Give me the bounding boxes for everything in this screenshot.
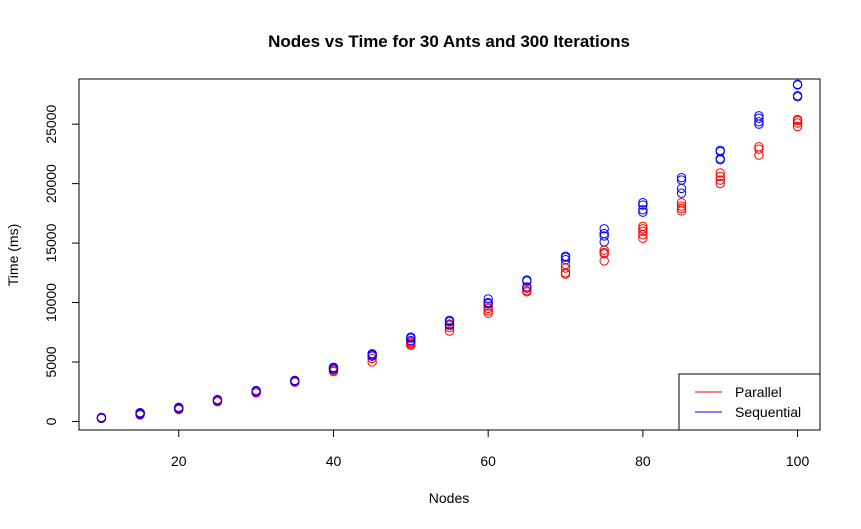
point-sequential [638,197,648,208]
point-parallel [715,175,725,185]
y-axis-label: Time (ms) [5,224,21,286]
y-tick-label: 20000 [43,164,59,203]
point-sequential [560,255,571,265]
legend: Parallel Sequential [678,373,821,431]
point-sequential [135,408,145,418]
point-sequential [406,332,416,342]
legend-box [678,373,821,431]
point-sequential [212,395,223,405]
point-sequential [599,228,609,239]
point-sequential [328,362,339,373]
point-sequential [676,175,687,185]
point-sequential [599,231,609,241]
point-parallel [754,144,764,154]
y-tick-label: 0 [43,417,59,425]
data-points [96,79,803,424]
y-tick-label: 15000 [43,223,59,262]
point-sequential [715,145,725,156]
point-sequential [522,275,532,285]
point-parallel [599,247,609,258]
point-sequential [444,320,455,330]
x-tick-label: 40 [326,453,342,469]
y-tick-label: 5000 [43,346,59,377]
y-tick-label: 25000 [43,105,59,144]
x-tick-label: 80 [635,453,651,469]
point-parallel [676,197,687,208]
point-parallel [638,221,648,232]
point-sequential [638,205,648,215]
point-sequential [560,251,571,261]
point-sequential [754,117,764,127]
point-parallel [638,224,648,234]
point-sequential [96,412,107,423]
x-axis-label: Nodes [429,490,469,506]
point-sequential [444,315,455,326]
series-sequential [96,79,803,423]
point-sequential [638,207,648,217]
point-parallel [792,121,803,132]
point-parallel [444,322,455,333]
point-parallel [367,353,377,364]
point-parallel [792,118,803,128]
y-tick-label: 10000 [43,283,59,322]
point-sequential [638,200,648,210]
point-parallel [483,301,493,311]
point-parallel [483,303,493,314]
point-sequential [367,348,377,359]
x-tick-label: 100 [786,453,810,469]
point-sequential [483,294,493,304]
legend-label-parallel: Parallel [735,384,782,400]
y-axis: 0 5000 10000 15000 20000 25000 [43,105,80,425]
point-sequential [792,90,803,101]
point-parallel [483,308,493,318]
point-parallel [522,285,532,296]
point-sequential [406,335,416,346]
x-tick-label: 60 [480,453,496,469]
point-parallel [638,226,648,236]
point-parallel [676,201,687,211]
point-sequential [522,282,532,292]
point-sequential [754,113,764,123]
point-sequential [174,403,184,413]
point-parallel [444,326,455,336]
legend-label-sequential: Sequential [735,404,801,420]
point-sequential [251,385,261,396]
point-parallel [792,114,803,125]
point-parallel [638,233,648,244]
point-parallel [715,168,725,178]
point-sequential [290,375,300,386]
point-parallel [754,142,764,152]
x-tick-label: 20 [171,453,187,469]
point-sequential [754,111,764,121]
point-sequential [599,224,609,234]
point-parallel [715,178,725,189]
point-sequential [676,172,687,183]
point-parallel [715,171,725,182]
point-sequential [792,79,803,90]
point-parallel [676,203,687,214]
point-sequential [483,297,493,308]
point-sequential [676,188,687,198]
chart-title: Nodes vs Time for 30 Ants and 300 Iterat… [268,32,630,51]
